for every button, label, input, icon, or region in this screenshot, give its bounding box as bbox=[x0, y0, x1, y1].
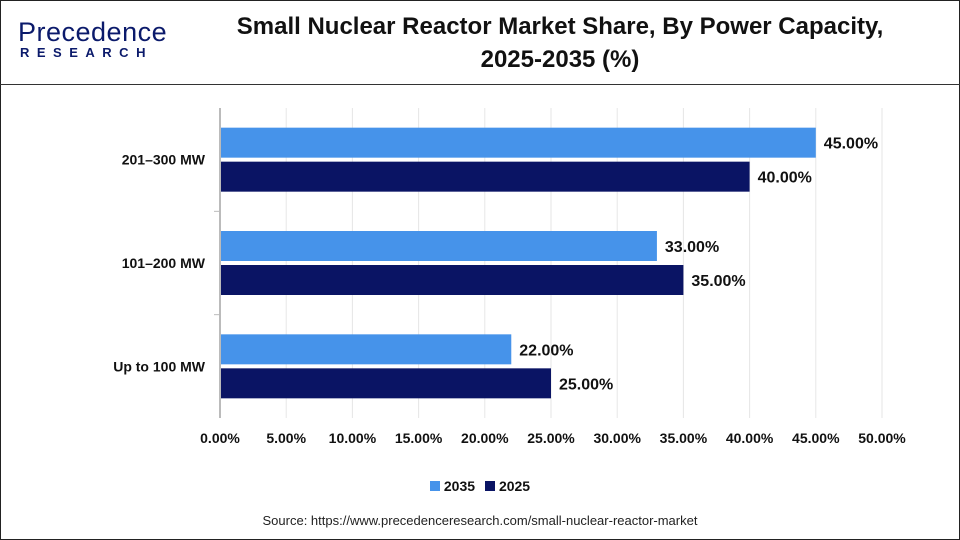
legend-label: 2035 bbox=[443, 478, 476, 494]
legend: 2035 2025 bbox=[0, 478, 960, 494]
legend-swatch bbox=[429, 481, 440, 491]
logo: Precedence RESEARCH bbox=[18, 18, 167, 60]
source-note: Source: https://www.precedenceresearch.c… bbox=[262, 513, 698, 528]
legend-label: 2025 bbox=[498, 478, 531, 494]
x-tick-label: 15.00% bbox=[395, 430, 443, 446]
legend-item-2025: 2025 bbox=[484, 478, 531, 494]
data-label: 40.00% bbox=[758, 170, 812, 187]
x-tick-label: 35.00% bbox=[660, 430, 708, 446]
bar-2035 bbox=[221, 231, 657, 261]
x-tick-label: 25.00% bbox=[527, 430, 575, 446]
data-label: 22.00% bbox=[519, 342, 573, 359]
bar-2025 bbox=[221, 265, 684, 295]
data-label: 35.00% bbox=[691, 273, 745, 290]
logo-sub: RESEARCH bbox=[20, 45, 153, 60]
chart-title: Small Nuclear Reactor Market Share, By P… bbox=[236, 13, 884, 73]
bar-2025 bbox=[221, 368, 551, 399]
x-tick-label: 5.00% bbox=[266, 430, 306, 446]
data-label: 25.00% bbox=[559, 376, 613, 393]
logo-main: Precedence bbox=[18, 17, 168, 47]
y-tick-label: 101–200 MW bbox=[122, 255, 206, 271]
x-tick-label: 0.00% bbox=[200, 430, 240, 446]
legend-swatch bbox=[484, 481, 495, 491]
x-tick-label: 50.00% bbox=[858, 430, 906, 446]
y-tick-label: 201–300 MW bbox=[122, 152, 206, 168]
bar-2035 bbox=[221, 127, 816, 158]
x-tick-label: 20.00% bbox=[461, 430, 509, 446]
x-tick-label: 40.00% bbox=[726, 430, 774, 446]
y-tick-label: Up to 100 MW bbox=[113, 358, 206, 374]
data-label: 45.00% bbox=[824, 136, 878, 153]
header: Precedence RESEARCH Small Nuclear Reacto… bbox=[0, 0, 960, 85]
bar-2025 bbox=[221, 161, 750, 192]
x-tick-label: 45.00% bbox=[792, 430, 840, 446]
data-label: 33.00% bbox=[665, 239, 719, 256]
bar-2035 bbox=[221, 334, 512, 365]
x-tick-label: 10.00% bbox=[329, 430, 377, 446]
x-tick-label: 30.00% bbox=[593, 430, 641, 446]
legend-item-2035: 2035 bbox=[429, 478, 476, 494]
